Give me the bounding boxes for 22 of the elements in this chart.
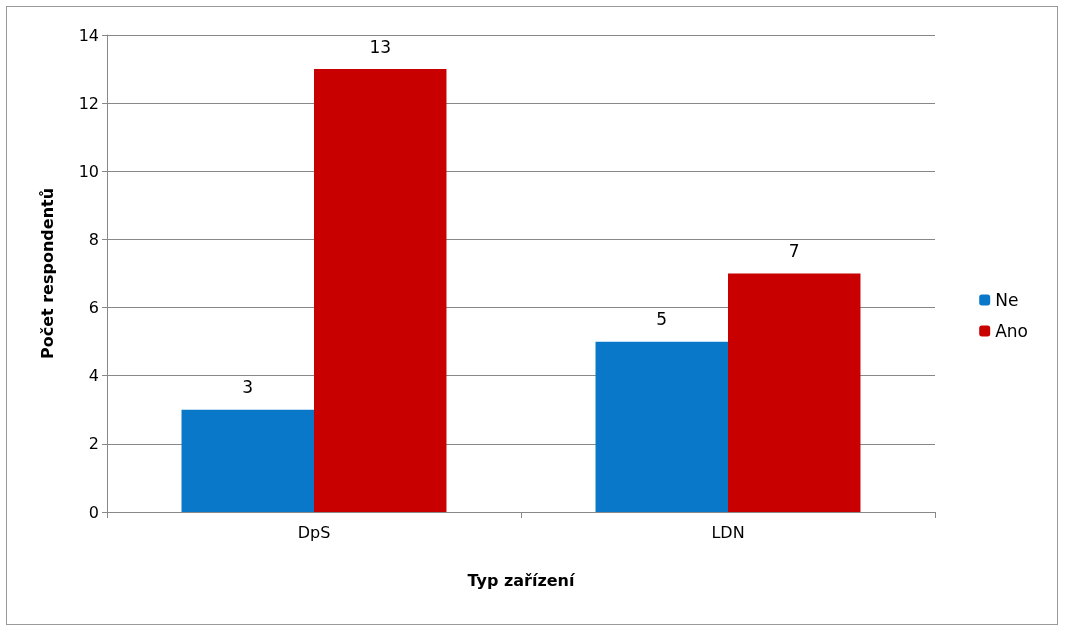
data-label: 7 bbox=[788, 241, 800, 261]
data-label: 3 bbox=[242, 377, 254, 398]
bar bbox=[314, 69, 447, 512]
y-tick-label: 8 bbox=[88, 229, 99, 249]
bar bbox=[595, 341, 728, 512]
y-tick-label: 4 bbox=[88, 366, 99, 386]
legend-label: Ne bbox=[995, 290, 1019, 310]
x-tick-label: LDN bbox=[711, 522, 745, 542]
bar bbox=[728, 273, 861, 512]
y-tick-label: 12 bbox=[78, 93, 99, 113]
y-axis-title: Počet respondentů bbox=[37, 187, 57, 360]
x-tick-label: DpS bbox=[297, 522, 331, 542]
y-tick-label: 2 bbox=[88, 434, 99, 454]
y-tick-label: 14 bbox=[78, 25, 99, 45]
y-tick-label: 6 bbox=[88, 298, 99, 318]
y-tick-label: 0 bbox=[88, 502, 99, 522]
y-tick-label: 10 bbox=[78, 161, 99, 181]
bar bbox=[181, 409, 314, 512]
x-axis-title: Typ zařízení bbox=[467, 570, 577, 590]
data-label: 13 bbox=[369, 36, 392, 57]
legend-label: Ano bbox=[995, 321, 1029, 341]
data-label: 5 bbox=[656, 309, 668, 330]
